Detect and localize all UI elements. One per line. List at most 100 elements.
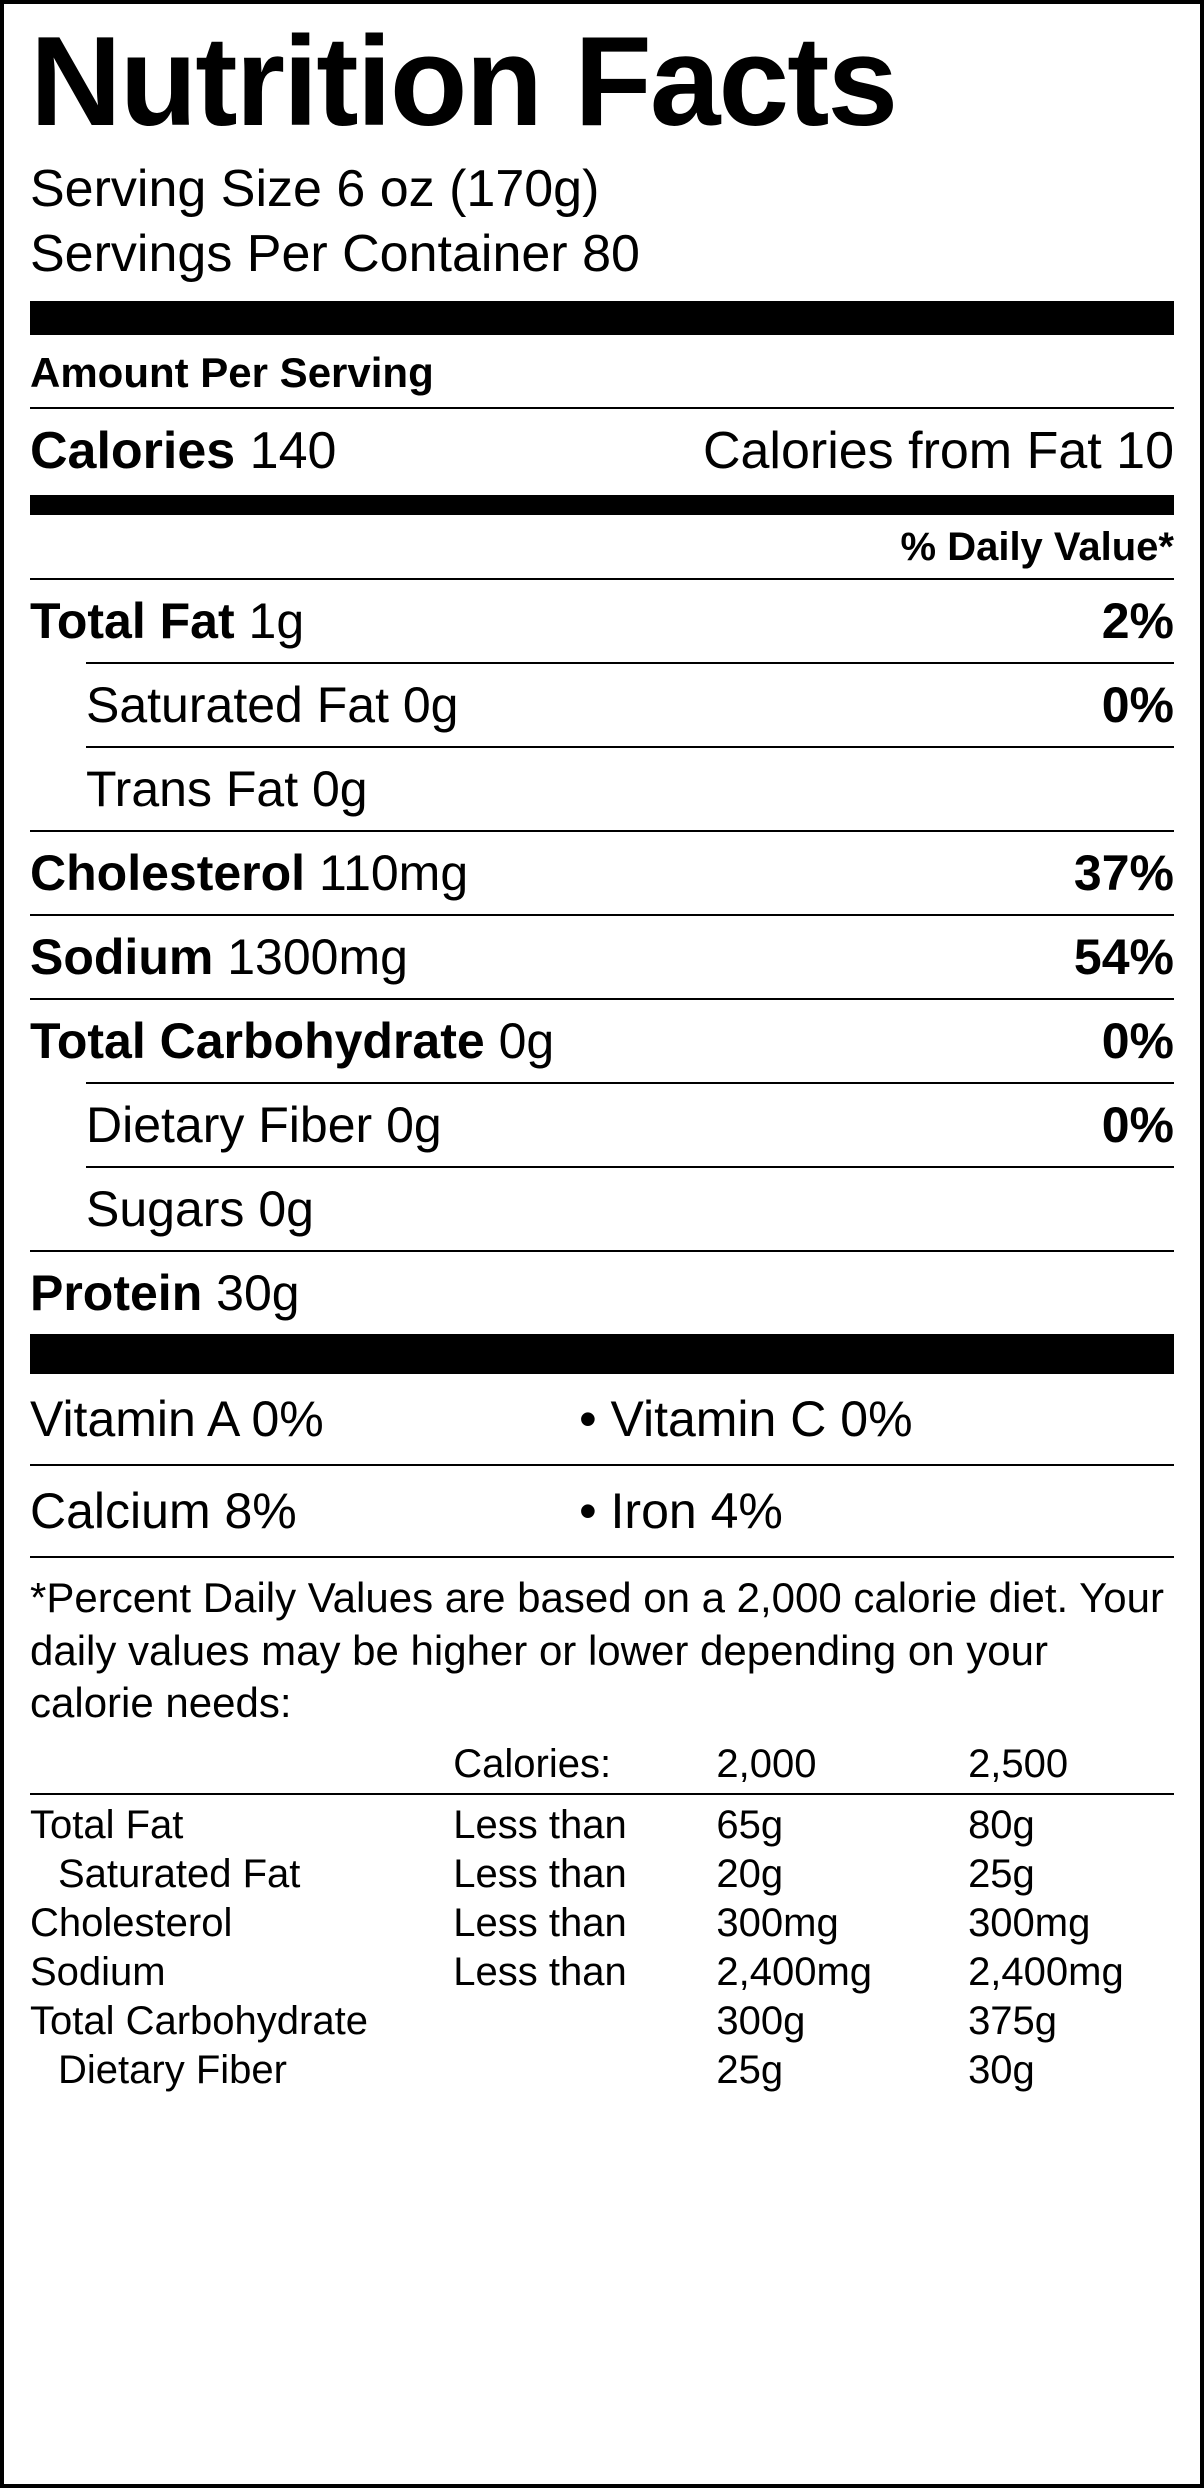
divider-bar-bottom <box>30 1334 1174 1374</box>
row-fiber: Dietary Fiber 0g 0% <box>86 1082 1174 1166</box>
daily-value-header: % Daily Value* <box>30 515 1174 578</box>
guide-2500: 300mg <box>968 1899 1174 1948</box>
guide-2000: 300mg <box>716 1899 968 1948</box>
servings-per-container-value: 80 <box>582 225 640 283</box>
row-total-carb: Total Carbohydrate 0g 0% <box>30 998 1174 1082</box>
guide-2000: 2,400mg <box>716 1948 968 1997</box>
cholesterol-label: Cholesterol <box>30 845 305 901</box>
dv-footnote: *Percent Daily Values are based on a 2,0… <box>30 1556 1174 1734</box>
guide-nutrient: Total Fat <box>30 1795 453 1850</box>
guide-2500: 25g <box>968 1850 1174 1899</box>
calories-from-fat-value: 10 <box>1116 422 1174 480</box>
divider-bar-top <box>30 301 1174 335</box>
total-carb-dv: 0% <box>1102 1012 1174 1070</box>
guide-2000: 20g <box>716 1850 968 1899</box>
divider-bar-mid <box>30 495 1174 515</box>
total-carb-label: Total Carbohydrate <box>30 1013 485 1069</box>
protein-label: Protein <box>30 1265 202 1321</box>
guide-row: Total Fat Less than 65g 80g <box>30 1795 1174 1850</box>
total-fat-dv: 2% <box>1102 592 1174 650</box>
row-cholesterol: Cholesterol 110mg 37% <box>30 830 1174 914</box>
guide-head-2000: 2,000 <box>716 1740 968 1794</box>
servings-per-container-line: Servings Per Container 80 <box>30 222 1174 287</box>
calories-value: 140 <box>250 422 337 480</box>
sat-fat-label: Saturated Fat <box>86 677 389 733</box>
row-total-fat: Total Fat 1g 2% <box>30 578 1174 662</box>
calories-from-fat-label: Calories from Fat <box>703 422 1102 480</box>
label-title: Nutrition Facts <box>30 18 1174 145</box>
trans-fat-label: Trans Fat <box>86 761 298 817</box>
vitamin-c-label: Vitamin C <box>611 1391 827 1447</box>
sugars-label: Sugars <box>86 1181 244 1237</box>
total-fat-label: Total Fat <box>30 593 235 649</box>
guide-cond <box>453 2046 716 2095</box>
row-sat-fat: Saturated Fat 0g 0% <box>86 662 1174 746</box>
sodium-amount: 1300mg <box>227 929 408 985</box>
calories-row: Calories 140 Calories from Fat 10 <box>30 409 1174 495</box>
guide-body: Total Fat Less than 65g 80g Saturated Fa… <box>30 1795 1174 2095</box>
guide-2000: 65g <box>716 1795 968 1850</box>
calories-left: Calories 140 <box>30 421 336 481</box>
guide-row: Total Carbohydrate 300g 375g <box>30 1997 1174 2046</box>
cholesterol-dv: 37% <box>1074 844 1174 902</box>
guide-nutrient: Dietary Fiber <box>30 2046 453 2095</box>
nutrition-facts-label: Nutrition Facts Serving Size 6 oz (170g)… <box>0 0 1204 2488</box>
calorie-guide-table: Calories: 2,000 2,500 Total Fat Less tha… <box>30 1740 1174 2095</box>
row-sodium: Sodium 1300mg 54% <box>30 914 1174 998</box>
protein-amount: 30g <box>216 1265 299 1321</box>
amount-per-serving: Amount Per Serving <box>30 345 1174 407</box>
guide-row: Saturated Fat Less than 20g 25g <box>30 1850 1174 1899</box>
guide-head-blank <box>30 1740 453 1794</box>
guide-head-row: Calories: 2,000 2,500 <box>30 1740 1174 1794</box>
row-trans-fat: Trans Fat 0g <box>86 746 1174 830</box>
calcium-label: Calcium <box>30 1483 211 1539</box>
guide-head-2500: 2,500 <box>968 1740 1174 1794</box>
calories-from-fat: Calories from Fat 10 <box>703 421 1174 481</box>
iron-label: Iron <box>611 1483 697 1539</box>
servings-per-container-label: Servings Per Container <box>30 225 568 283</box>
vitamin-c-value: 0% <box>840 1391 912 1447</box>
guide-2500: 80g <box>968 1795 1174 1850</box>
sodium-label: Sodium <box>30 929 213 985</box>
bullet-icon: • <box>579 1483 597 1539</box>
iron-value: 4% <box>711 1483 783 1539</box>
guide-2500: 375g <box>968 1997 1174 2046</box>
calories-label: Calories <box>30 422 235 480</box>
fiber-dv: 0% <box>1102 1096 1174 1154</box>
guide-row: Dietary Fiber 25g 30g <box>30 2046 1174 2095</box>
sodium-dv: 54% <box>1074 928 1174 986</box>
row-protein: Protein 30g <box>30 1250 1174 1334</box>
vitamin-a-value: 0% <box>251 1391 323 1447</box>
serving-size-line: Serving Size 6 oz (170g) <box>30 157 1174 222</box>
bullet-icon: • <box>579 1391 597 1447</box>
vitamin-row-2: Calcium 8% • Iron 4% <box>30 1464 1174 1556</box>
sugars-amount: 0g <box>258 1181 314 1237</box>
guide-cond: Less than <box>453 1850 716 1899</box>
trans-fat-amount: 0g <box>312 761 368 817</box>
total-fat-amount: 1g <box>249 593 305 649</box>
sat-fat-dv: 0% <box>1102 676 1174 734</box>
serving-size-value: 6 oz (170g) <box>336 160 599 218</box>
guide-2500: 30g <box>968 2046 1174 2095</box>
vitamin-row-1: Vitamin A 0% • Vitamin C 0% <box>30 1374 1174 1464</box>
cholesterol-amount: 110mg <box>319 845 468 901</box>
guide-row: Sodium Less than 2,400mg 2,400mg <box>30 1948 1174 1997</box>
total-carb-amount: 0g <box>499 1013 555 1069</box>
guide-cond: Less than <box>453 1795 716 1850</box>
guide-2500: 2,400mg <box>968 1948 1174 1997</box>
sat-fat-amount: 0g <box>403 677 459 733</box>
serving-size-label: Serving Size <box>30 160 322 218</box>
guide-row: Cholesterol Less than 300mg 300mg <box>30 1899 1174 1948</box>
vitamin-a-label: Vitamin A <box>30 1391 238 1447</box>
guide-head-calories: Calories: <box>453 1740 716 1794</box>
row-sugars: Sugars 0g <box>86 1166 1174 1250</box>
guide-2000: 300g <box>716 1997 968 2046</box>
guide-nutrient: Cholesterol <box>30 1899 453 1948</box>
guide-nutrient: Total Carbohydrate <box>30 1997 453 2046</box>
guide-2000: 25g <box>716 2046 968 2095</box>
guide-nutrient: Sodium <box>30 1948 453 1997</box>
fiber-label: Dietary Fiber <box>86 1097 372 1153</box>
guide-cond: Less than <box>453 1899 716 1948</box>
guide-cond: Less than <box>453 1948 716 1997</box>
guide-nutrient: Saturated Fat <box>30 1850 453 1899</box>
